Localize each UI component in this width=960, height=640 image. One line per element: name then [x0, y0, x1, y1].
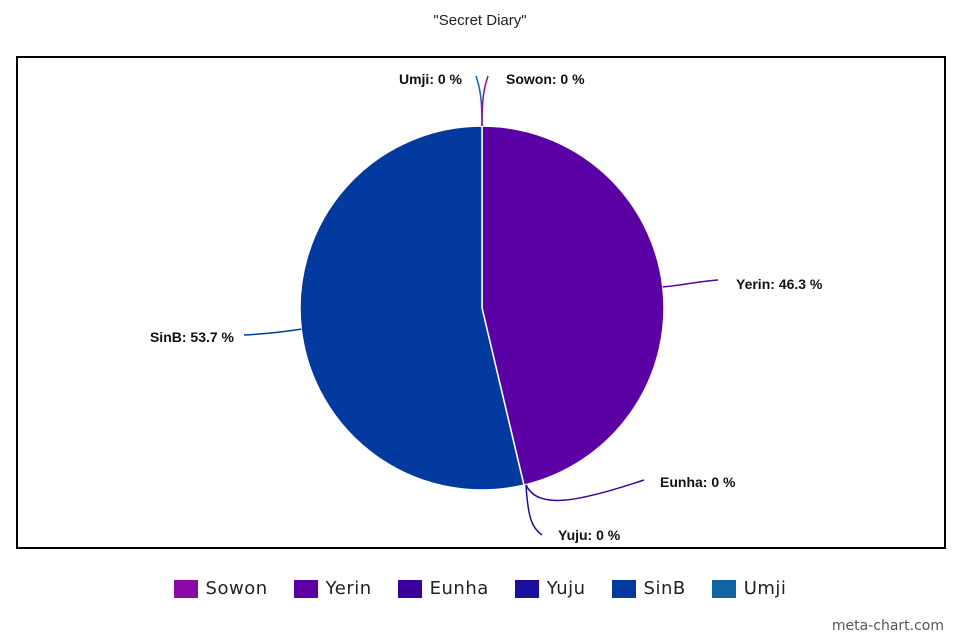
legend-item-umji[interactable]: Umji: [711, 578, 787, 599]
legend-item-sowon[interactable]: Sowon: [173, 578, 268, 599]
slice-label-sinb: SinB: 53.7 %: [150, 329, 235, 345]
legend-swatch: [173, 579, 198, 598]
legend-item-yuju[interactable]: Yuju: [514, 578, 586, 599]
slice-label-eunha: Eunha: 0 %: [660, 474, 736, 490]
slice-label-yuju: Yuju: 0 %: [558, 527, 621, 543]
slice-label-umji: Umji: 0 %: [399, 71, 463, 87]
leader-line-umji: [475, 75, 483, 127]
legend-swatch: [293, 579, 318, 598]
leader-line-sowon: [481, 75, 489, 127]
leader-line-yuju: [525, 484, 543, 536]
legend-label: Yerin: [325, 578, 372, 599]
slice-label-sowon: Sowon: 0 %: [506, 71, 585, 87]
legend-swatch: [711, 579, 736, 598]
legend-item-sinb[interactable]: SinB: [611, 578, 686, 599]
legend-label: SinB: [643, 578, 686, 599]
leader-line-sinb: [243, 328, 302, 336]
legend-swatch: [514, 579, 539, 598]
leader-line-eunha: [525, 479, 645, 502]
legend-label: Umji: [743, 578, 787, 599]
watermark: meta-chart.com: [831, 618, 944, 634]
pie-chart: Umji: 0 % Sowon: 0 % Yerin: 46.3 % SinB: 53…: [150, 71, 823, 543]
legend-swatch: [611, 579, 636, 598]
plot-area: Umji: 0 % Sowon: 0 % Yerin: 46.3 % SinB: 53…: [16, 56, 946, 549]
chart-title: "Secret Diary": [433, 12, 527, 29]
legend-item-eunha[interactable]: Eunha: [397, 578, 489, 599]
legend-label: Yuju: [546, 578, 586, 599]
leader-line-yerin: [662, 279, 719, 288]
legend: Sowon Yerin Eunha Yuju SinB Umji: [0, 578, 960, 599]
slice-label-yerin: Yerin: 46.3 %: [736, 276, 823, 292]
legend-swatch: [397, 579, 422, 598]
legend-label: Eunha: [429, 578, 489, 599]
legend-item-yerin[interactable]: Yerin: [293, 578, 372, 599]
pie-slice-sinb: [299, 125, 525, 491]
legend-label: Sowon: [205, 578, 268, 599]
